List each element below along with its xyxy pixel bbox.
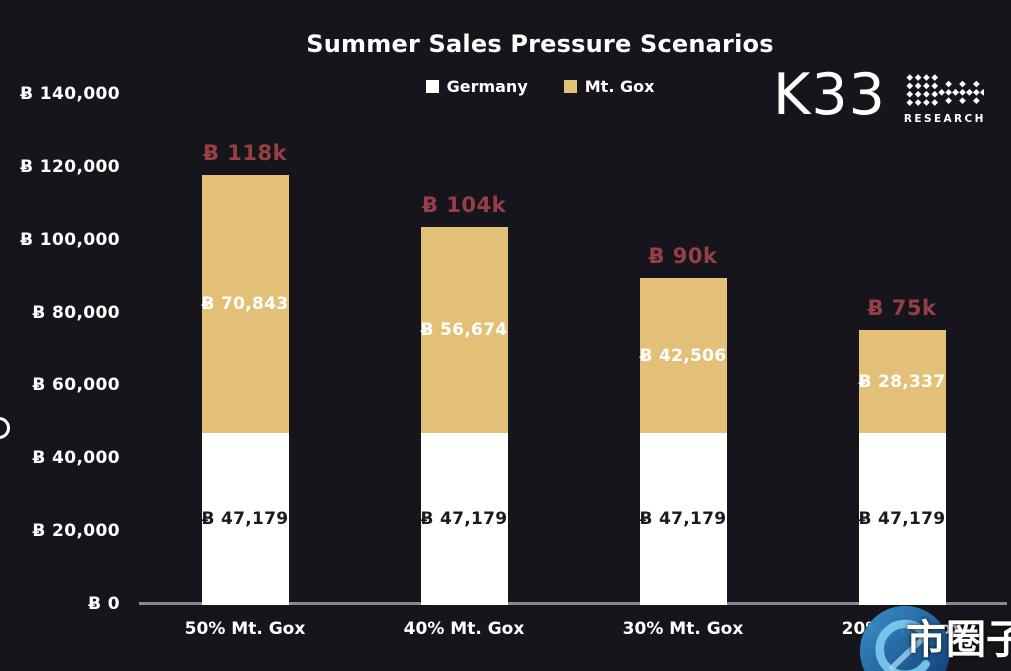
legend-item-germany: Germany [425,77,528,96]
mtgox-swatch-icon [563,80,577,93]
bar-total-label: Ƀ 118k [202,141,288,166]
bar-total-label: Ƀ 90k [648,244,718,269]
k33-research-label: RESEARCH [903,113,986,125]
watermark-comet-icon [859,605,951,671]
germany-value-label: Ƀ 47,179 [639,509,727,530]
legend: Germany Mt. Gox [140,77,940,96]
watermark: 市圈子 [858,600,1011,671]
bar-segment-germany [420,433,508,605]
bar-segment-germany [201,433,289,605]
clipped-axis-title-fragment [0,417,10,439]
mtgox-value-label: Ƀ 56,674 [420,319,508,340]
germany-value-label: Ƀ 47,179 [858,509,946,530]
chart-title: Summer Sales Pressure Scenarios [306,30,774,58]
y-tick-label: Ƀ 120,000 [20,156,120,177]
germany-value-label: Ƀ 47,179 [420,509,508,530]
k33-logo-right: RESEARCH [904,72,986,125]
legend-label-mtgox: Mt. Gox [584,77,655,96]
x-axis-line [139,602,1007,605]
x-category-label: 30% Mt. Gox [622,619,744,639]
legend-item-mtgox: Mt. Gox [563,77,655,96]
watermark-text: 市圈子 [906,617,1011,663]
bar-segment-mtgox [639,278,727,434]
y-tick-label: Ƀ 40,000 [32,448,120,469]
germany-value-label: Ƀ 47,179 [201,509,289,530]
k33-wordmark: K33 [773,62,886,128]
bar-segment-mtgox [201,175,289,434]
mtgox-value-label: Ƀ 28,337 [858,371,946,392]
bar-segment-mtgox [420,226,508,434]
bar-segment-mtgox [858,329,946,434]
x-category-label: 50% Mt. Gox [184,619,306,639]
k33-dot-matrix-icon [906,74,984,106]
legend-label-germany: Germany [446,77,528,96]
y-tick-label: Ƀ 100,000 [20,229,120,250]
mtgox-value-label: Ƀ 70,843 [201,294,289,315]
mtgox-value-label: Ƀ 42,506 [639,345,727,366]
y-tick-label: Ƀ 60,000 [32,375,120,396]
bar-segment-germany [639,433,727,605]
germany-swatch-icon [425,80,439,93]
x-category-label: 40% Mt. Gox [403,619,525,639]
bar-total-label: Ƀ 104k [421,192,507,217]
y-tick-label: Ƀ 0 [88,594,120,614]
k33-research-logo: K33 RESEARCH [773,62,986,128]
y-tick-label: Ƀ 20,000 [32,521,120,542]
bar-segment-germany [858,433,946,605]
y-tick-label: Ƀ 80,000 [32,302,120,323]
y-tick-label: Ƀ 140,000 [20,84,120,104]
bar-total-label: Ƀ 75k [867,295,937,320]
